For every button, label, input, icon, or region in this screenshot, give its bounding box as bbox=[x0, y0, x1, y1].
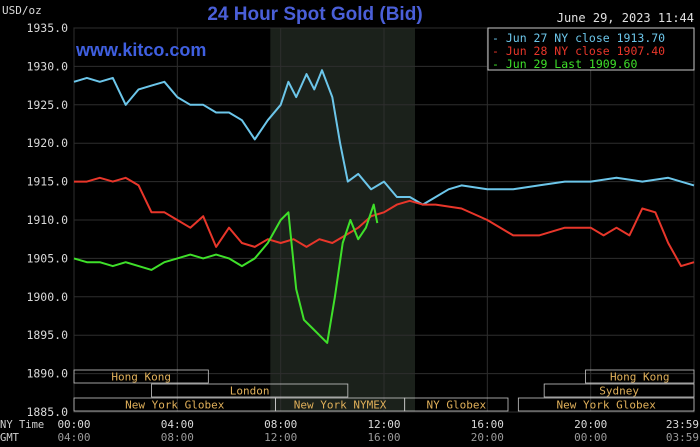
legend-entry: - Jun 27 NY close 1913.70 bbox=[492, 31, 665, 45]
y-tick-label: 1920.0 bbox=[26, 136, 68, 150]
series-line bbox=[73, 69, 695, 206]
y-tick-label: 1910.0 bbox=[26, 213, 68, 227]
y-tick-label: 1925.0 bbox=[26, 98, 68, 112]
y-tick-label: 1885.0 bbox=[26, 405, 68, 419]
session-label: Sydney bbox=[599, 385, 639, 398]
session-label: New York NYMEX bbox=[294, 399, 387, 412]
session-bar bbox=[404, 397, 509, 412]
x-tick-label: 04:00 bbox=[161, 418, 194, 431]
session-label: New York Globex bbox=[556, 399, 656, 412]
x-tick-label: 00:00 bbox=[57, 418, 90, 431]
session-bar bbox=[517, 397, 695, 412]
session-bar bbox=[543, 383, 695, 398]
session-bar bbox=[585, 369, 695, 384]
y-tick-label: 1915.0 bbox=[26, 175, 68, 189]
x-tick-label: 04:00 bbox=[57, 431, 90, 444]
chart-title: 24 Hour Spot Gold (Bid) bbox=[207, 4, 422, 25]
y-tick-label: 1890.0 bbox=[26, 367, 68, 381]
y-tick-label: 1930.0 bbox=[26, 59, 68, 73]
y-tick-label: 1900.0 bbox=[26, 290, 68, 304]
x-tick-label: 20:00 bbox=[574, 418, 607, 431]
x-axis-row-label: GMT bbox=[0, 432, 20, 444]
x-tick-label: 20:00 bbox=[471, 431, 504, 444]
session-label: New York Globex bbox=[125, 399, 225, 412]
session-bar bbox=[73, 369, 209, 384]
y-tick-label: 1935.0 bbox=[26, 21, 68, 35]
legend: - Jun 27 NY close 1913.70- Jun 28 NY clo… bbox=[487, 27, 695, 71]
legend-entry: - Jun 28 NY close 1907.40 bbox=[492, 44, 665, 58]
legend-box bbox=[487, 27, 695, 71]
x-tick-label: 16:00 bbox=[367, 431, 400, 444]
x-tick-label: 08:00 bbox=[264, 418, 297, 431]
x-tick-label: 12:00 bbox=[264, 431, 297, 444]
x-tick-label: 08:00 bbox=[161, 431, 194, 444]
legend-entry: - Jun 29 Last 1909.60 bbox=[492, 57, 637, 71]
x-tick-label: 23:59 bbox=[666, 418, 699, 431]
x-axis-row-label: NY Time bbox=[0, 419, 44, 431]
session-label: London bbox=[230, 385, 270, 398]
y-tick-label: 1895.0 bbox=[26, 328, 68, 342]
x-tick-label: 16:00 bbox=[471, 418, 504, 431]
x-tick-label: 00:00 bbox=[574, 431, 607, 444]
watermark: www.kitco.com bbox=[75, 40, 206, 60]
session-label: Hong Kong bbox=[610, 371, 670, 384]
timestamp: June 29, 2023 11:44 bbox=[557, 11, 694, 25]
session-label: NY Globex bbox=[427, 399, 487, 412]
x-tick-label: 12:00 bbox=[367, 418, 400, 431]
series-line bbox=[73, 203, 379, 344]
y-unit-label: USD/oz bbox=[2, 4, 42, 17]
session-label: Hong Kong bbox=[111, 371, 171, 384]
x-tick-label: 03:59 bbox=[666, 431, 699, 444]
session-bar bbox=[151, 383, 349, 398]
y-tick-label: 1905.0 bbox=[26, 251, 68, 265]
